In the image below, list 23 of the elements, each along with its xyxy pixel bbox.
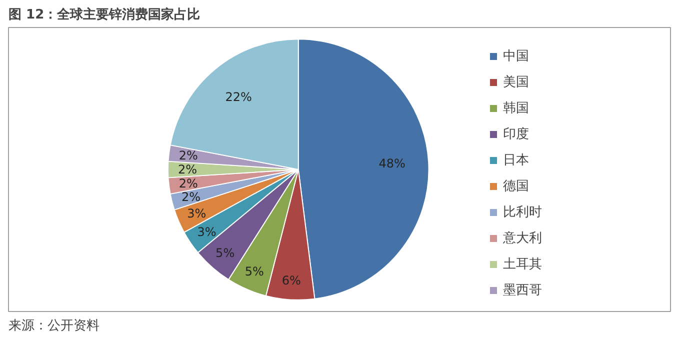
legend-label: 土耳其 <box>503 256 542 273</box>
data-label: 3% <box>187 206 206 221</box>
legend-label: 意大利 <box>503 230 542 247</box>
legend-label: 比利时 <box>503 204 542 221</box>
data-label: 2% <box>178 176 198 190</box>
data-label: 2% <box>178 148 198 163</box>
legend-label: 德国 <box>503 178 529 195</box>
source-note: 来源：公开资料 <box>8 318 100 334</box>
chart-title: 图 12：全球主要锌消费国家占比 <box>8 6 200 22</box>
legend-label: 韩国 <box>503 100 529 117</box>
data-label: 2% <box>182 190 201 204</box>
legend-label: 中国 <box>503 48 529 65</box>
data-label: 5% <box>244 264 264 279</box>
data-label: 6% <box>282 274 301 288</box>
data-label: 3% <box>197 225 216 240</box>
legend-label: 印度 <box>503 126 529 143</box>
legend-label: 美国 <box>503 74 529 91</box>
data-label: 48% <box>378 156 406 171</box>
data-label: 5% <box>216 246 235 260</box>
legend-label: 日本 <box>503 152 529 169</box>
legend-label: 墨西哥 <box>503 282 542 299</box>
data-label: 2% <box>178 162 198 176</box>
data-label: 22% <box>225 90 252 104</box>
